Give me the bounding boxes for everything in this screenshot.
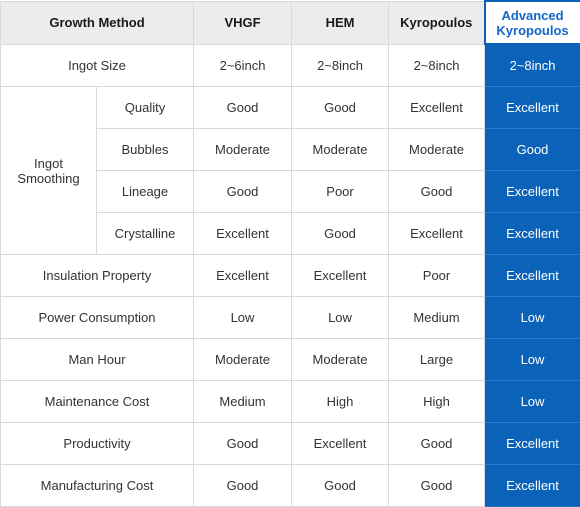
vhgf-cell: Moderate bbox=[194, 339, 292, 381]
row-label: Power Consumption bbox=[1, 297, 194, 339]
row-label: Quality bbox=[97, 87, 194, 129]
vhgf-cell: Low bbox=[194, 297, 292, 339]
growth-method-header: Growth Method bbox=[1, 1, 194, 44]
kyropoulos-cell: Moderate bbox=[389, 129, 485, 171]
row-label: Bubbles bbox=[97, 129, 194, 171]
row-label: Ingot Size bbox=[1, 44, 194, 87]
advanced-kyropoulos-cell: Low bbox=[485, 381, 580, 423]
row-label: Crystalline bbox=[97, 213, 194, 255]
table-row: Ingot Size 2~6inch 2~8inch 2~8inch 2~8in… bbox=[1, 44, 580, 87]
advanced-kyropoulos-cell: Excellent bbox=[485, 423, 580, 465]
hem-cell: High bbox=[292, 381, 389, 423]
vhgf-header: VHGF bbox=[194, 1, 292, 44]
advanced-kyropoulos-header-line1: Advanced bbox=[501, 8, 563, 23]
kyropoulos-cell: High bbox=[389, 381, 485, 423]
table-row: Insulation Property Excellent Excellent … bbox=[1, 255, 580, 297]
hem-cell: Good bbox=[292, 87, 389, 129]
table-row: Man Hour Moderate Moderate Large Low bbox=[1, 339, 580, 381]
vhgf-cell: Excellent bbox=[194, 213, 292, 255]
vhgf-cell: Moderate bbox=[194, 129, 292, 171]
vhgf-cell: Good bbox=[194, 465, 292, 507]
hem-header: HEM bbox=[292, 1, 389, 44]
kyropoulos-cell: Excellent bbox=[389, 87, 485, 129]
kyropoulos-cell: Poor bbox=[389, 255, 485, 297]
kyropoulos-header: Kyropoulos bbox=[389, 1, 485, 44]
advanced-kyropoulos-cell: Excellent bbox=[485, 465, 580, 507]
advanced-kyropoulos-cell: Excellent bbox=[485, 255, 580, 297]
vhgf-cell: Good bbox=[194, 171, 292, 213]
advanced-kyropoulos-header-line2: Kyropoulos bbox=[496, 23, 568, 38]
group-label-line1: Ingot bbox=[34, 156, 63, 171]
hem-cell: Moderate bbox=[292, 129, 389, 171]
vhgf-cell: Medium bbox=[194, 381, 292, 423]
advanced-kyropoulos-cell: Good bbox=[485, 129, 580, 171]
advanced-kyropoulos-cell: 2~8inch bbox=[485, 44, 580, 87]
hem-cell: Poor bbox=[292, 171, 389, 213]
vhgf-cell: Good bbox=[194, 423, 292, 465]
hem-cell: Low bbox=[292, 297, 389, 339]
hem-cell: Good bbox=[292, 213, 389, 255]
kyropoulos-cell: Good bbox=[389, 423, 485, 465]
hem-cell: 2~8inch bbox=[292, 44, 389, 87]
ingot-smoothing-group-label: Ingot Smoothing bbox=[1, 87, 97, 255]
row-label: Productivity bbox=[1, 423, 194, 465]
table-row: Productivity Good Excellent Good Excelle… bbox=[1, 423, 580, 465]
table-row: Power Consumption Low Low Medium Low bbox=[1, 297, 580, 339]
hem-cell: Moderate bbox=[292, 339, 389, 381]
row-label: Insulation Property bbox=[1, 255, 194, 297]
hem-cell: Excellent bbox=[292, 255, 389, 297]
hem-cell: Good bbox=[292, 465, 389, 507]
kyropoulos-cell: 2~8inch bbox=[389, 44, 485, 87]
advanced-kyropoulos-cell: Excellent bbox=[485, 87, 580, 129]
row-label: Man Hour bbox=[1, 339, 194, 381]
vhgf-cell: 2~6inch bbox=[194, 44, 292, 87]
hem-cell: Excellent bbox=[292, 423, 389, 465]
kyropoulos-cell: Excellent bbox=[389, 213, 485, 255]
advanced-kyropoulos-header: Advanced Kyropoulos bbox=[485, 1, 580, 44]
advanced-kyropoulos-cell: Low bbox=[485, 339, 580, 381]
kyropoulos-cell: Medium bbox=[389, 297, 485, 339]
group-label-line2: Smoothing bbox=[17, 171, 79, 186]
kyropoulos-cell: Good bbox=[389, 465, 485, 507]
table-row: Maintenance Cost Medium High High Low bbox=[1, 381, 580, 423]
vhgf-cell: Excellent bbox=[194, 255, 292, 297]
advanced-kyropoulos-cell: Excellent bbox=[485, 171, 580, 213]
table-row: Manufacturing Cost Good Good Good Excell… bbox=[1, 465, 580, 507]
row-label: Lineage bbox=[97, 171, 194, 213]
table-row: Ingot Smoothing Quality Good Good Excell… bbox=[1, 87, 580, 129]
header-row: Growth Method VHGF HEM Kyropoulos Advanc… bbox=[1, 1, 580, 44]
advanced-kyropoulos-cell: Low bbox=[485, 297, 580, 339]
kyropoulos-cell: Good bbox=[389, 171, 485, 213]
row-label: Manufacturing Cost bbox=[1, 465, 194, 507]
advanced-kyropoulos-cell: Excellent bbox=[485, 213, 580, 255]
row-label: Maintenance Cost bbox=[1, 381, 194, 423]
vhgf-cell: Good bbox=[194, 87, 292, 129]
kyropoulos-cell: Large bbox=[389, 339, 485, 381]
